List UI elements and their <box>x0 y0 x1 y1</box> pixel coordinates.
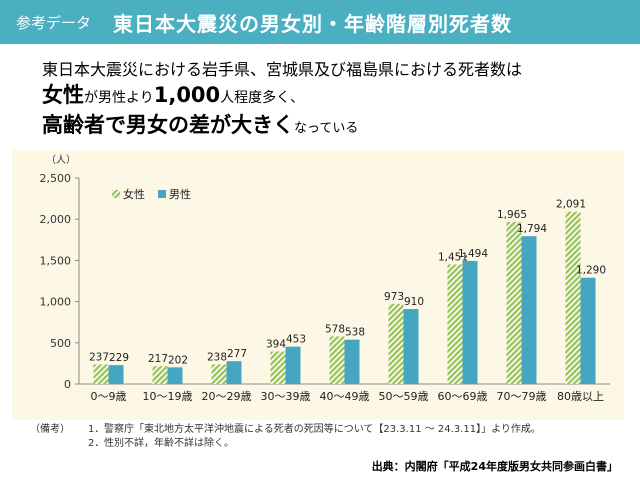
message-tail-2: なっている <box>294 121 359 136</box>
bar-female <box>506 222 522 384</box>
bar-female <box>388 303 404 384</box>
data-label-female: 237 <box>89 351 109 363</box>
message-mid: が男性より <box>84 90 154 106</box>
note-number-1: 1． <box>88 424 105 435</box>
data-label-female: 1,451 <box>438 251 468 263</box>
note-row-2: 2． 性別不詳，年齢不詳は除く。 <box>30 437 541 451</box>
y-tick-label: 2,500 <box>40 172 72 185</box>
x-tick-label: 50～59歳 <box>379 390 429 403</box>
key-message: 東日本大震災における岩手県、宮城県及び福島県における死者数は 女性が男性より1,… <box>42 60 622 143</box>
data-label-male: 1,494 <box>458 248 488 260</box>
data-label-female: 394 <box>266 339 286 351</box>
data-label-male: 1,290 <box>576 265 606 277</box>
message-line-2: 女性が男性より1,000人程度多く、 <box>42 82 622 111</box>
note-text-1: 警察庁「東北地方太平洋沖地震による死者の死因等について【23.3.11 ～ 24… <box>104 424 541 435</box>
data-label-male: 538 <box>345 327 365 339</box>
data-label-female: 2,091 <box>556 199 586 211</box>
notes: （備考） 1． 警察庁「東北地方太平洋沖地震による死者の死因等について【23.3… <box>30 423 541 451</box>
message-tail: 人程度多く、 <box>220 90 305 106</box>
data-label-female: 973 <box>384 291 404 303</box>
data-label-male: 1,794 <box>517 223 547 235</box>
y-tick-label: 1,000 <box>40 296 72 309</box>
bar-male <box>403 309 419 384</box>
x-tick-label: 0～9歳 <box>91 390 127 403</box>
message-line-1: 東日本大震災における岩手県、宮城県及び福島県における死者数は <box>42 60 523 79</box>
data-label-male: 453 <box>286 334 306 346</box>
message-emphasis-elderly: 高齢者で男女の差が大きく <box>42 113 294 137</box>
data-label-male: 277 <box>227 348 247 360</box>
bar-female <box>329 336 345 384</box>
x-tick-label: 10～19歳 <box>143 390 193 403</box>
data-label-female: 217 <box>148 353 168 365</box>
bar-male <box>108 365 124 384</box>
data-label-male: 202 <box>168 354 188 366</box>
data-label-male: 229 <box>109 352 129 364</box>
x-tick-label: 20～29歳 <box>202 390 252 403</box>
y-tick-label: 0 <box>64 378 71 391</box>
bar-female <box>93 364 109 384</box>
bar-male <box>285 346 301 384</box>
header-tag: 参考データ <box>16 13 92 32</box>
y-tick-label: 2,000 <box>40 213 72 226</box>
page-title: 東日本大震災の男女別・年齢階層別死者数 <box>113 11 513 36</box>
legend-label-male: 男性 <box>169 187 191 201</box>
x-tick-label: 80歳以上 <box>557 390 604 403</box>
data-label-male: 910 <box>404 296 424 308</box>
legend-swatch-male <box>158 190 166 198</box>
note-text-2: 性別不詳，年齢不詳は除く。 <box>104 438 234 449</box>
bar-male <box>167 367 183 384</box>
legend-swatch-female <box>112 190 120 198</box>
legend-label-female: 女性 <box>123 187 145 201</box>
y-tick-label: 500 <box>50 337 71 350</box>
bar-male <box>580 277 596 384</box>
bar-female <box>270 351 286 384</box>
message-line-3: 高齢者で男女の差が大きくなっている <box>42 111 622 143</box>
data-label-female: 578 <box>325 323 345 335</box>
bar-male <box>226 361 242 384</box>
bar-female <box>565 211 581 384</box>
note-number-2: 2． <box>88 438 105 449</box>
x-tick-label: 40～49歳 <box>320 390 370 403</box>
x-tick-label: 30～39歳 <box>261 390 311 403</box>
y-tick-label: 1,500 <box>40 254 72 267</box>
bar-male <box>521 236 537 384</box>
message-number: 1,000 <box>153 83 221 107</box>
bar-male <box>344 339 360 384</box>
header-bar: 参考データ 東日本大震災の男女別・年齢階層別死者数 <box>0 0 640 44</box>
bar-female <box>211 364 227 384</box>
data-label-female: 238 <box>207 351 227 363</box>
notes-label: （備考） <box>30 424 70 435</box>
bar-female <box>152 366 168 384</box>
x-tick-label: 60～69歳 <box>438 390 488 403</box>
data-label-female: 1,965 <box>497 209 527 221</box>
note-row-1: （備考） 1． 警察庁「東北地方太平洋沖地震による死者の死因等について【23.3… <box>30 423 541 437</box>
source-credit: 出典：内閣府「平成24年度版男女共同参画白書」 <box>371 460 618 473</box>
bar-male <box>462 260 478 384</box>
message-emphasis-female: 女性 <box>42 83 84 107</box>
bar-female <box>447 264 463 384</box>
y-axis-unit-label: （人） <box>46 154 76 166</box>
x-tick-label: 70～79歳 <box>497 390 547 403</box>
